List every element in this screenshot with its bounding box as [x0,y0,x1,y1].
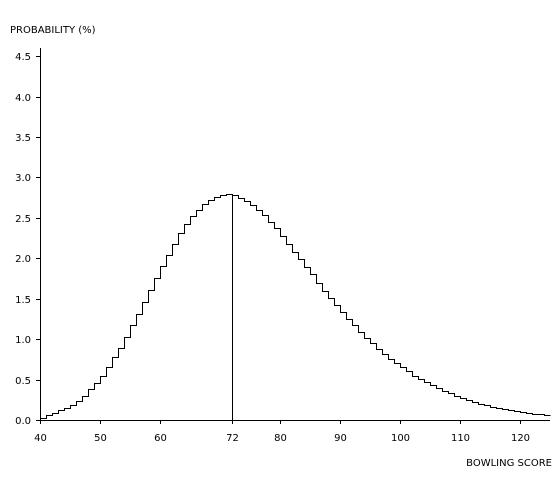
y-tick-label: 1.5 [15,295,31,306]
y-tick-label: 4.5 [15,52,31,63]
x-axis-title: BOWLING SCORE [466,458,552,469]
x-tick-label: 90 [334,433,347,444]
probability-step-curve [40,194,551,419]
x-tick-label: 80 [274,433,287,444]
y-tick-label: 2.0 [15,254,31,265]
y-tick-label: 1.0 [15,335,31,346]
x-tick-label: 50 [94,433,107,444]
x-tick-label: 120 [511,433,530,444]
x-tick-label: 60 [154,433,167,444]
y-tick-label: 2.5 [15,214,31,225]
y-tick-label: 3.0 [15,173,31,184]
y-axis-ticks: 0.0 0.5 1.0 1.5 2.0 2.5 3.0 3.5 4.0 4.5 [15,52,40,427]
x-tick-label: 72 [226,433,239,444]
x-tick-label: 40 [34,433,47,444]
y-axis-title: PROBABILITY (%) [10,25,96,36]
x-axis-ticks: 40 50 60 72 80 90 100 110 120 [34,420,530,444]
y-tick-label: 3.5 [15,133,31,144]
x-tick-label: 100 [391,433,410,444]
y-tick-label: 0.5 [15,376,31,387]
y-tick-label: 4.0 [15,93,31,104]
y-tick-label: 0.0 [15,416,31,427]
x-tick-label: 110 [451,433,470,444]
